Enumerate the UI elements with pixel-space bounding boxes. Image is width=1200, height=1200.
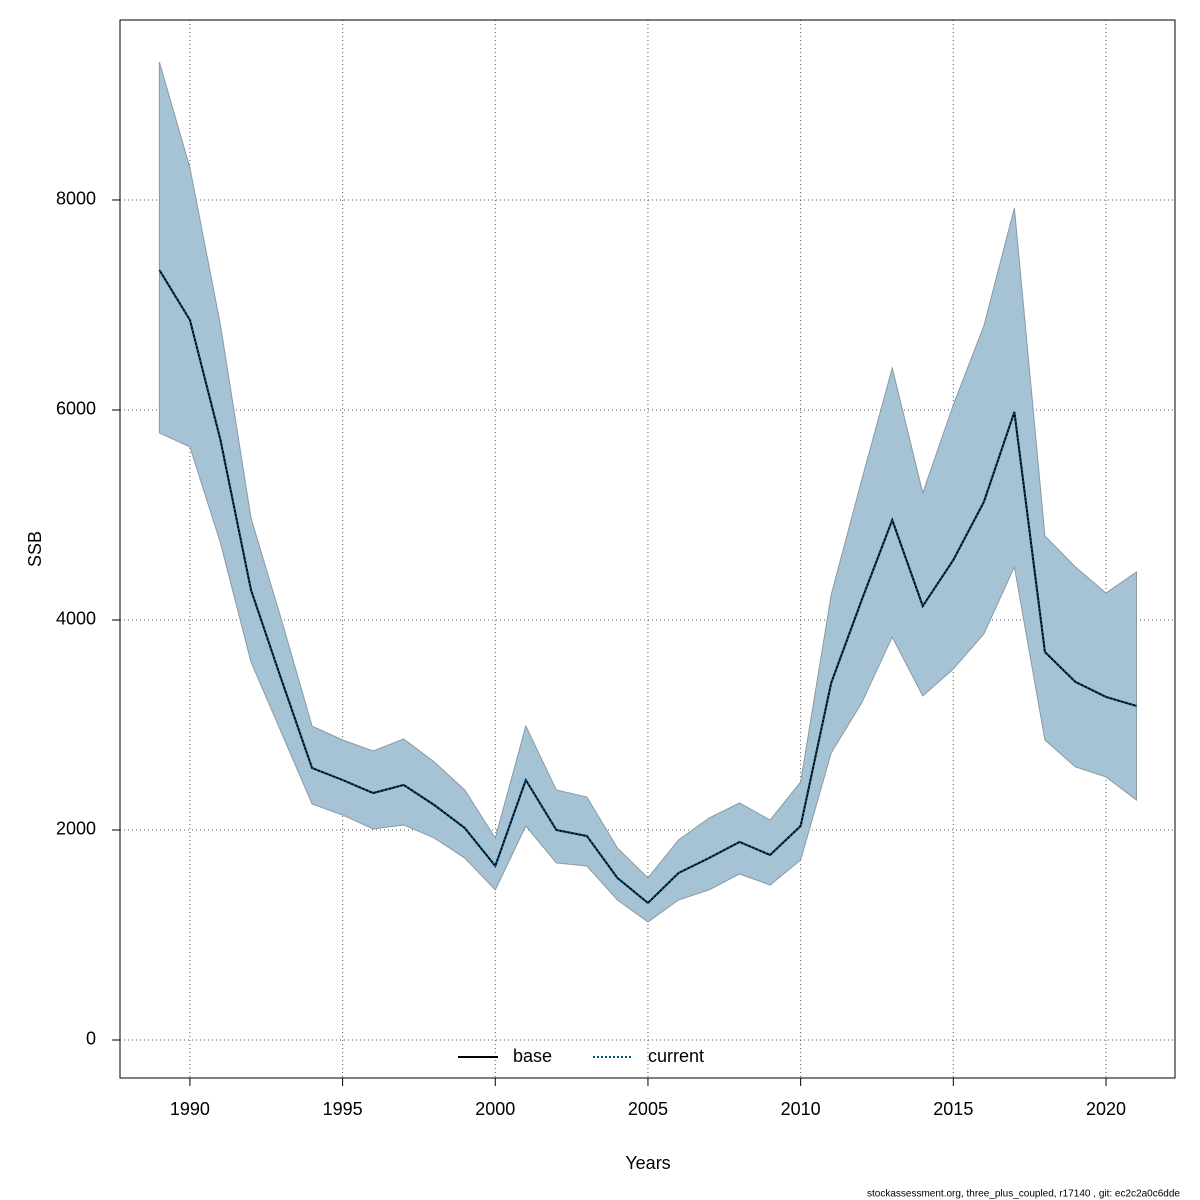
x-tick-label: 2005 — [628, 1099, 668, 1119]
y-tick-label: 0 — [86, 1029, 96, 1049]
x-tick-label: 2020 — [1086, 1099, 1126, 1119]
x-tick-label: 1990 — [170, 1099, 210, 1119]
y-tick-label: 4000 — [56, 609, 96, 629]
series-line — [158, 269, 1137, 905]
footer: stockassessment.org, three_plus_coupled,… — [867, 1189, 1180, 1200]
legend-label: base — [513, 1046, 552, 1066]
x-tick-label: 2015 — [933, 1099, 973, 1119]
x-axis-title: Years — [625, 1153, 670, 1173]
legend-label: current — [648, 1046, 704, 1066]
x-tick-label: 1995 — [323, 1099, 363, 1119]
y-tick-label: 2000 — [56, 819, 96, 839]
confidence-band — [158, 61, 1138, 923]
x-tick-label: 2000 — [475, 1099, 515, 1119]
x-tick-label: 2010 — [781, 1099, 821, 1119]
plot-frame — [119, 19, 1176, 1079]
y-axis-title: SSB — [25, 531, 45, 567]
y-tick-label: 8000 — [56, 189, 96, 209]
y-tick-label: 6000 — [56, 399, 96, 419]
